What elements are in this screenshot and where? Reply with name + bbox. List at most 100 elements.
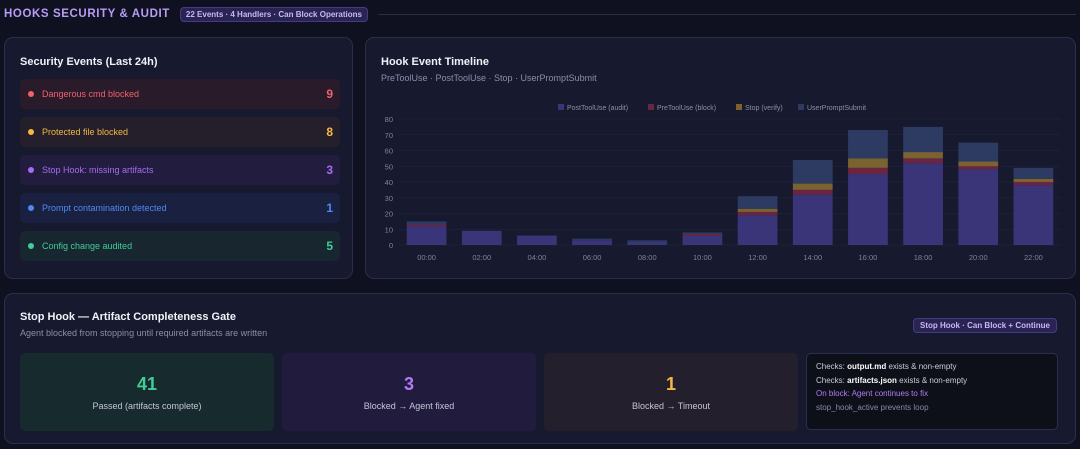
checks-box: Checks: output.md exists & non-empty Che… [806, 353, 1058, 430]
bar-segment-1-11 [1013, 182, 1054, 186]
page-title: HOOKS SECURITY & AUDIT [4, 8, 170, 20]
legend-swatch-1 [648, 104, 654, 110]
x-tick-label: 16:00 [859, 253, 878, 262]
event-row-prompt-contamination[interactable]: Prompt contamination detected 1 [20, 193, 340, 223]
x-tick-label: 14:00 [803, 253, 822, 262]
legend-swatch-0 [558, 104, 564, 110]
stop-hook-subtitle: Agent blocked from stopping until requir… [20, 328, 268, 338]
bar-segment-0-11 [1013, 185, 1054, 245]
bar-segment-0-7 [792, 194, 833, 245]
x-tick-label: 08:00 [638, 253, 657, 262]
event-label: Stop Hook: missing artifacts [42, 165, 154, 175]
x-tick-label: 00:00 [417, 253, 436, 262]
bar-segment-0-4 [627, 241, 668, 245]
stat-value: 3 [403, 373, 414, 394]
bar-segment-3-9 [903, 126, 943, 153]
bar-segment-3-0 [406, 221, 447, 225]
event-count: 8 [326, 125, 333, 139]
timeline-panel: Hook Event Timeline PreToolUse · PostToo… [365, 37, 1076, 279]
status-dot-icon [28, 91, 34, 97]
bar-segment-3-6 [737, 196, 778, 209]
bar-segment-0-5 [682, 235, 723, 245]
y-tick-label: 60 [385, 147, 393, 156]
bar-segment-3-8 [848, 130, 888, 159]
x-tick-label: 02:00 [472, 253, 491, 262]
legend-swatch-3 [798, 104, 804, 110]
y-tick-label: 50 [385, 162, 393, 171]
stat-card-passed: 41 Passed (artifacts complete) [20, 353, 274, 431]
check-suffix: exists & non-empty [886, 362, 957, 371]
y-tick-label: 30 [385, 194, 393, 203]
event-label: Protected file blocked [42, 127, 129, 137]
bar-segment-3-5 [682, 232, 723, 234]
legend-swatch-2 [736, 104, 742, 110]
security-events-panel: Security Events (Last 24h) Dangerous cmd… [4, 37, 353, 279]
bar-segment-2-8 [848, 158, 888, 168]
check-line-on-block: On block: Agent continues to fix [816, 389, 929, 398]
security-events-list: Dangerous cmd blocked 9 Protected file b… [20, 79, 340, 269]
bar-segment-2-6 [737, 208, 778, 212]
bar-segment-1-8 [848, 167, 888, 175]
event-row-protected-file[interactable]: Protected file blocked 8 [20, 117, 340, 147]
check-prefix: Checks: [816, 375, 848, 385]
event-label: Prompt contamination detected [42, 203, 167, 213]
header-divider [377, 13, 1076, 15]
bar-segment-0-8 [848, 174, 888, 245]
status-dot-icon [28, 167, 34, 173]
status-dot-icon [28, 129, 34, 135]
bar-segment-0-2 [517, 235, 557, 245]
event-label: Config change audited [42, 241, 133, 251]
summary-badge: 22 Events · 4 Handlers · Can Block Opera… [179, 6, 368, 22]
bar-segment-2-7 [792, 183, 833, 190]
stat-card-timeout: 1 Blocked → Timeout [544, 353, 798, 431]
stat-value: 41 [136, 373, 158, 394]
bar-segment-2-10 [958, 161, 999, 167]
bar-segment-3-10 [958, 142, 999, 162]
check-file: artifacts.json [847, 375, 897, 385]
status-dot-icon [28, 205, 34, 211]
stat-value: 1 [665, 373, 676, 394]
bar-segment-3-4 [627, 240, 668, 242]
event-row-dangerous-cmd[interactable]: Dangerous cmd blocked 9 [20, 79, 340, 109]
event-count: 5 [326, 239, 333, 253]
check-line-loop: stop_hook_active prevents loop [816, 402, 929, 412]
bar-segment-3-3 [572, 238, 612, 241]
check-file: output.md [847, 362, 887, 371]
stat-label: Blocked → Timeout [631, 400, 711, 411]
check-suffix: exists & non-empty [896, 375, 968, 385]
x-tick-label: 12:00 [748, 253, 767, 262]
x-tick-label: 18:00 [914, 253, 933, 262]
timeline-title: Hook Event Timeline [381, 56, 489, 68]
y-tick-label: 0 [389, 241, 393, 250]
legend-label-2: Stop (verify) [745, 105, 783, 112]
stop-hook-panel: Stop Hook — Artifact Completeness Gate A… [4, 293, 1076, 444]
bar-segment-0-9 [903, 163, 943, 245]
bar-segment-0-1 [461, 230, 502, 245]
bar-segment-1-9 [903, 158, 943, 164]
check-prefix: Checks: [816, 362, 848, 371]
event-row-config-change[interactable]: Config change audited 5 [20, 231, 340, 261]
legend-label-1: PreToolUse (block) [657, 105, 716, 112]
bar-segment-1-5 [682, 233, 723, 236]
x-tick-label: 22:00 [1024, 253, 1043, 262]
event-count: 9 [326, 87, 333, 101]
stop-hook-title: Stop Hook — Artifact Completeness Gate [20, 311, 236, 323]
bar-segment-0-10 [958, 169, 999, 245]
bar-segment-0-6 [737, 215, 778, 245]
bar-segment-2-9 [903, 152, 943, 159]
stat-label: Passed (artifacts complete) [92, 400, 202, 411]
event-count: 1 [326, 201, 333, 215]
event-row-stop-hook[interactable]: Stop Hook: missing artifacts 3 [20, 155, 340, 185]
y-tick-label: 80 [385, 115, 393, 124]
event-label: Dangerous cmd blocked [42, 89, 140, 99]
stat-card-agent-fixed: 3 Blocked → Agent fixed [282, 353, 536, 431]
hook-event-chart: PostToolUse (audit) PreToolUse (block) Sto… [385, 104, 1061, 262]
bar-segment-1-6 [737, 211, 778, 216]
bar-segment-3-7 [792, 159, 833, 184]
y-tick-label: 40 [385, 178, 393, 187]
x-tick-label: 20:00 [969, 253, 988, 262]
bar-segment-1-7 [792, 189, 833, 195]
legend-label-0: PostToolUse (audit) [567, 105, 628, 112]
legend-label-3: UserPromptSubmit [807, 105, 866, 112]
x-tick-label: 10:00 [693, 253, 712, 262]
